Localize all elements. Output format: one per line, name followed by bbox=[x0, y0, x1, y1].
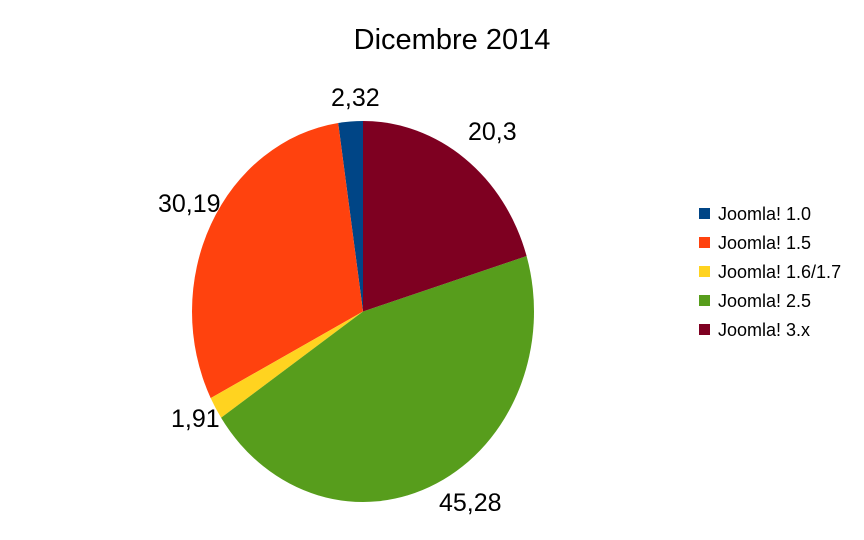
legend-swatch-joomla-1-5 bbox=[699, 237, 710, 248]
legend-item: Joomla! 3.x bbox=[699, 315, 841, 344]
legend: Joomla! 1.0 Joomla! 1.5 Joomla! 1.6/1.7 … bbox=[699, 199, 841, 344]
legend-item: Joomla! 1.0 bbox=[699, 199, 841, 228]
slice-value-label-joomla-1-0: 2,32 bbox=[331, 84, 380, 112]
legend-label: Joomla! 1.6/1.7 bbox=[718, 261, 842, 282]
legend-swatch-joomla-1-6-7 bbox=[699, 266, 710, 277]
legend-item: Joomla! 2.5 bbox=[699, 286, 841, 315]
legend-label: Joomla! 2.5 bbox=[718, 290, 812, 311]
legend-swatch-joomla-1-0 bbox=[699, 208, 710, 219]
legend-item: Joomla! 1.6/1.7 bbox=[699, 257, 841, 286]
pie-slice-joomla-1-5 bbox=[192, 123, 363, 399]
legend-label: Joomla! 1.5 bbox=[718, 232, 812, 253]
slice-value-label-joomla-3-x: 20,3 bbox=[468, 118, 517, 146]
pie-slice-joomla-1-6-7 bbox=[210, 311, 363, 418]
legend-label: Joomla! 3.x bbox=[718, 319, 811, 340]
slice-value-label-joomla-1-5: 30,19 bbox=[158, 190, 221, 218]
slice-value-label-joomla-2-5: 45,28 bbox=[439, 489, 502, 517]
legend-label: Joomla! 1.0 bbox=[718, 203, 812, 224]
legend-swatch-joomla-3-x bbox=[699, 324, 710, 335]
pie-slice-joomla-3-x bbox=[363, 121, 527, 312]
slice-value-label-joomla-1-6-7: 1,91 bbox=[171, 405, 220, 433]
legend-item: Joomla! 1.5 bbox=[699, 228, 841, 257]
chart-title: Dicembre 2014 bbox=[353, 24, 551, 56]
pie-slice-joomla-1-0 bbox=[338, 121, 363, 312]
legend-swatch-joomla-2-5 bbox=[699, 295, 710, 306]
pie-slice-joomla-2-5 bbox=[221, 256, 534, 502]
